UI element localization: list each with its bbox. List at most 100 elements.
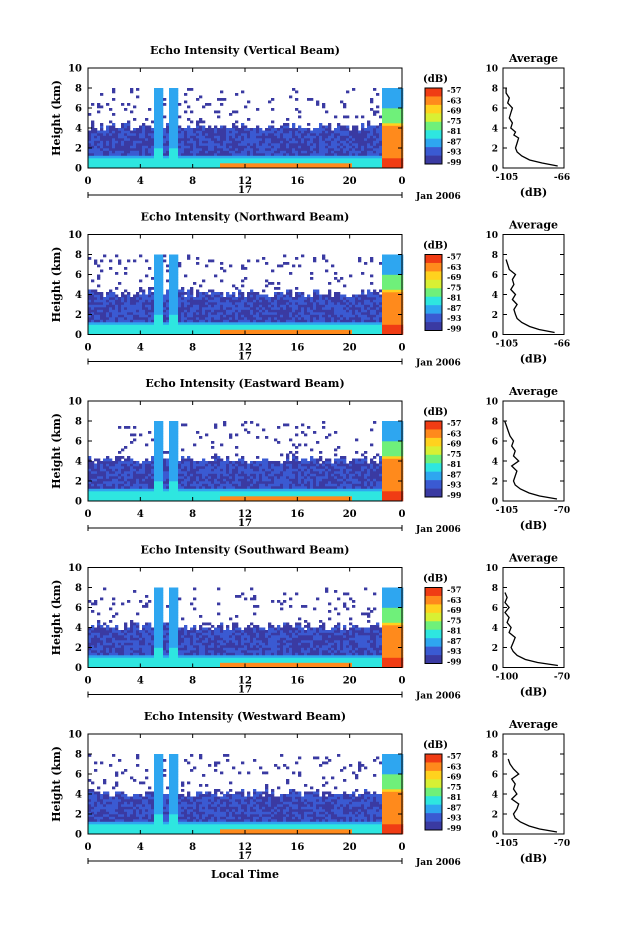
heatmap-cell [229,160,233,164]
heatmap-cell [223,332,227,335]
heatmap-cell [100,163,104,166]
heatmap-cell [253,314,257,318]
heatmap-cell [214,304,218,308]
heatmap-cell [301,135,305,139]
heatmap-cell [256,332,260,335]
heatmap-cell [133,299,137,303]
heatmap-cell [373,332,377,335]
heatmap-cell [190,120,194,124]
heatmap-cell [127,128,131,131]
heatmap-cell [289,324,293,328]
heatmap-cell [106,458,110,462]
heatmap-cell [310,297,314,300]
heatmap-cell [229,155,233,159]
heatmap-cell [172,486,176,489]
heatmap-cell [115,304,119,308]
heatmap-cell [106,471,110,474]
heatmap-cell [154,145,158,149]
heatmap-cell [208,138,212,141]
heatmap-cell [223,148,227,151]
heatmap-cell [169,324,173,328]
heatmap-cell [172,481,176,484]
heatmap-cell [154,282,158,285]
heatmap-cell [241,148,245,151]
heatmap-cell [394,90,398,94]
heatmap-cell [100,158,104,161]
heatmap-cell [268,130,272,134]
heatmap-cell [208,153,212,156]
heatmap-cell [229,297,233,300]
heatmap-cell [193,128,197,131]
heatmap-cell [232,140,236,144]
heatmap-cell [241,130,245,134]
heatmap-cell [136,160,140,164]
heatmap-cell [154,110,158,114]
heatmap-cell [385,123,389,126]
heatmap-cell [97,332,101,335]
heatmap-cell [154,486,158,489]
heatmap-cell [373,145,377,149]
heatmap-cell [121,128,125,131]
heatmap-cell [127,324,131,328]
heatmap-cell [310,272,314,275]
heatmap-cell [391,95,395,99]
heatmap-cell [337,153,341,156]
heatmap-cell [364,163,368,166]
heatmap-cell [136,473,140,477]
heatmap-cell [316,155,320,159]
heatmap-cell [277,128,281,131]
heatmap-cell [373,312,377,315]
heatmap-cell [172,302,176,305]
heatmap-cell [103,327,107,330]
colorbar-tick-label: -57 [447,85,461,95]
heatmap-cell [181,128,185,131]
heatmap-cell [130,324,134,328]
heatmap-cell [220,128,224,131]
colorbar-swatch [425,313,442,323]
heatmap-cell [310,324,314,328]
heatmap-cell [349,329,353,333]
heatmap-cell [340,143,344,146]
heatmap-cell [214,133,218,136]
heatmap-cell [211,304,215,308]
heatmap-cell [157,493,161,497]
heatmap-cell [217,153,221,156]
heatmap-cell [136,150,140,154]
heatmap-cell [262,155,266,159]
heatmap-cell [175,319,179,323]
heatmap-cell [328,160,332,164]
heatmap-cell [205,297,209,300]
heatmap-cell [175,456,179,459]
heatmap-cell [169,160,173,164]
heatmap-cell [232,294,236,298]
heatmap-cell [385,259,389,263]
heatmap-cell [352,322,356,325]
heatmap-cell [295,317,299,320]
heatmap-cell [343,297,347,300]
heatmap-cell [142,471,146,474]
heatmap-cell [145,317,149,320]
heatmap-cell [157,446,161,449]
heatmap-cell [277,150,281,154]
heatmap-cell [292,322,296,325]
heatmap-cell [280,143,284,146]
heatmap-cell [199,314,203,318]
heatmap-cell [322,297,326,300]
heatmap-cell [118,493,122,497]
heatmap-cell [130,299,134,303]
heatmap-cell [385,120,389,124]
heatmap-cell [256,304,260,308]
heatmap-cell [124,302,128,305]
heatmap-cell [388,269,392,273]
heatmap-cell [214,332,218,335]
heatmap-cell [175,135,179,139]
heatmap-cell [166,123,170,126]
heatmap-cell [295,309,299,313]
heatmap-cell [325,110,329,114]
heatmap-cell [229,140,233,144]
heatmap-cell [283,314,287,318]
heatmap-cell [247,307,251,310]
heatmap-cell [304,307,308,310]
heatmap-cell [202,309,206,313]
heatmap-cell [325,302,329,305]
